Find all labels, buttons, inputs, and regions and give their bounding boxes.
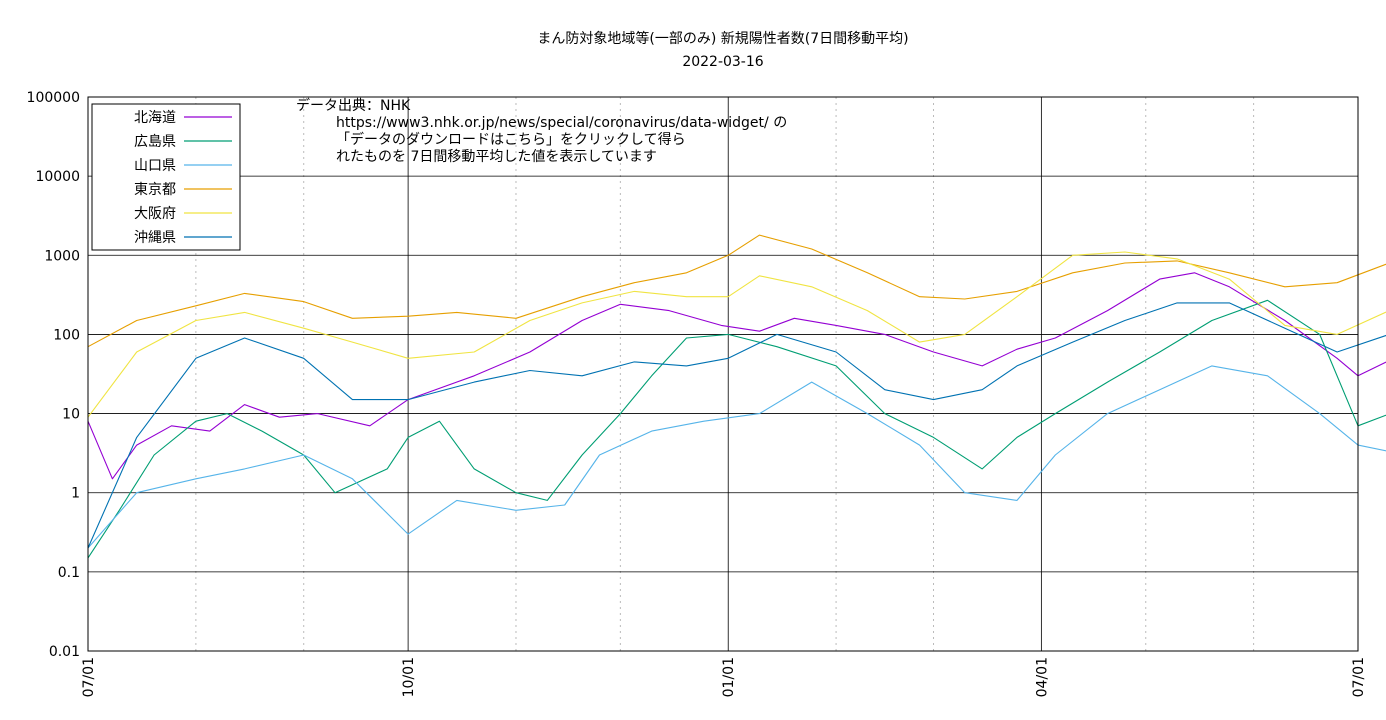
grid — [87, 96, 1359, 652]
legend-label: 東京都 — [134, 182, 176, 198]
y-tick-label: 0.01 — [49, 644, 80, 660]
x-tick-label: 04/01 — [1034, 657, 1050, 697]
chart-subtitle: 2022-03-16 — [682, 54, 763, 70]
annotation-line-2: https://www3.nhk.or.jp/news/special/coro… — [336, 115, 787, 131]
legend-box — [91, 103, 241, 251]
y-axis: 100000 10000 1000 100 10 1 0.1 0.01 — [27, 90, 80, 660]
x-tick-label: 07/01 — [81, 657, 97, 697]
y-tick-label: 1 — [71, 486, 80, 502]
y-tick-label: 10 — [62, 407, 80, 423]
legend-label: 広島県 — [134, 134, 176, 150]
x-tick-label: 07/01 — [1351, 657, 1367, 697]
y-tick-label: 100 — [53, 327, 80, 343]
legend-label: 山口県 — [134, 158, 176, 174]
y-tick-label: 0.1 — [58, 565, 80, 581]
annotation-line-4: れたものを 7日間移動平均した値を表示しています — [336, 149, 657, 165]
series-line-6 — [87, 302, 1386, 549]
legend-label: 北海道 — [134, 110, 176, 126]
chart-title: まん防対象地域等(一部のみ) 新規陽性者数(7日間移動平均) — [537, 30, 908, 47]
x-tick-label: 01/01 — [721, 657, 737, 697]
series-lines — [87, 234, 1386, 559]
series-line-5 — [87, 251, 1386, 418]
y-tick-label: 10000 — [35, 169, 80, 185]
annotation-line-3: 「データのダウンロードはこちら」をクリックして得ら — [336, 131, 686, 148]
annotation: データ出典：NHK https://www3.nhk.or.jp/news/sp… — [296, 97, 787, 165]
series-line-2 — [87, 299, 1386, 559]
x-tick-label: 10/01 — [401, 657, 417, 697]
x-axis: 07/0110/0101/0104/0107/0110/0101/0104/01… — [81, 657, 1367, 697]
y-tick-label: 100000 — [27, 90, 80, 106]
annotation-line-1: データ出典：NHK — [296, 97, 411, 114]
y-tick-label: 1000 — [44, 248, 80, 264]
legend-label: 沖縄県 — [134, 230, 176, 246]
series-line-3 — [87, 365, 1386, 549]
series-line-1 — [87, 272, 1386, 480]
plot-border — [87, 96, 1359, 652]
series-line-4 — [87, 234, 1386, 348]
legend-label: 大阪府 — [134, 206, 176, 222]
